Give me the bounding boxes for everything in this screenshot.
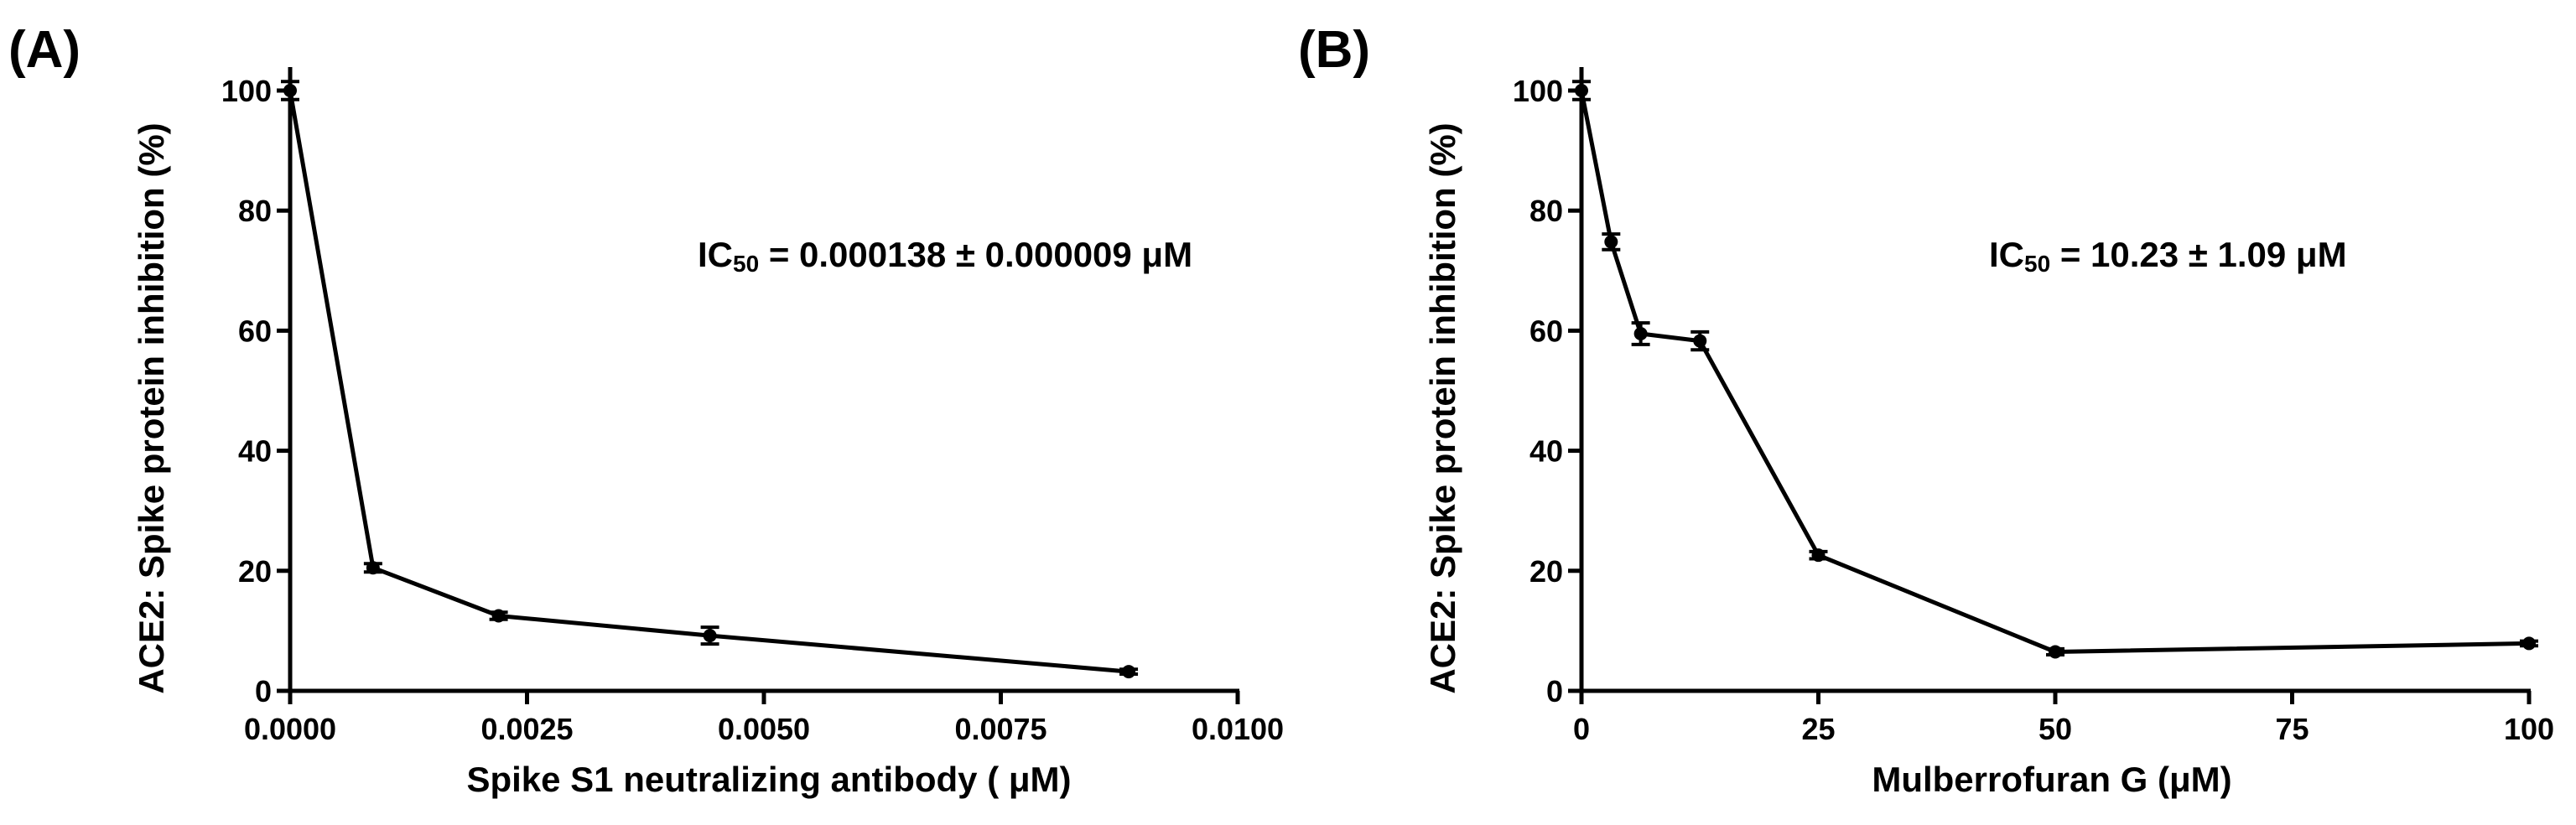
y-tick-label: 40 <box>1530 434 1563 469</box>
y-tick-label: 60 <box>238 314 272 348</box>
y-tick-label: 20 <box>238 554 272 589</box>
y-tick-label: 80 <box>1530 194 1563 228</box>
ic50-subscript: 50 <box>733 251 759 277</box>
panel-label: (A) <box>8 21 80 79</box>
panel-a: (A) ACE2: Spike protein inhibition (%) S… <box>8 21 1284 799</box>
x-tick-label: 0.0100 <box>1192 712 1284 746</box>
y-tick-label: 80 <box>238 194 272 228</box>
data-point <box>1811 548 1826 563</box>
y-tick-label: 0 <box>255 674 272 708</box>
data-point <box>2522 636 2536 651</box>
data-point <box>491 609 506 623</box>
y-axis-title: ACE2: Spike protein inhibition (%) <box>1423 122 1462 693</box>
y-tick-label: 0 <box>1546 674 1563 708</box>
y-axis-title: ACE2: Spike protein inhibition (%) <box>132 122 171 693</box>
panel-label: (B) <box>1298 21 1370 79</box>
data-point <box>1604 235 1618 249</box>
data-point <box>1575 84 1588 97</box>
x-tick-label: 100 <box>2504 712 2554 746</box>
data-point <box>283 84 297 97</box>
data-point <box>366 561 380 575</box>
ic50-annotation: IC50 = 0.000138 ± 0.000009 μM <box>698 235 1192 277</box>
data-point <box>2049 645 2062 659</box>
x-axis-title: Spike S1 neutralizing antibody ( μM) <box>466 760 1071 799</box>
data-point <box>1693 334 1707 348</box>
x-tick-label: 0.0050 <box>718 712 810 746</box>
ic50-annotation: IC50 = 10.23 ± 1.09 μM <box>1989 235 2347 277</box>
x-tick-label: 0 <box>1573 712 1590 746</box>
x-tick-label: 50 <box>2038 712 2072 746</box>
series-line <box>288 90 1130 674</box>
x-tick-label: 75 <box>2275 712 2309 746</box>
y-tick-label: 100 <box>221 74 272 108</box>
ic50-value: = 0.000138 ± 0.000009 μM <box>759 235 1192 274</box>
data-point <box>1633 326 1648 340</box>
x-tick-label: 0.0000 <box>244 712 336 746</box>
y-tick-label: 100 <box>1513 74 1563 108</box>
y-tick-label: 20 <box>1530 554 1563 589</box>
data-point <box>703 629 717 643</box>
ic50-prefix: IC <box>698 235 733 274</box>
ic50-prefix: IC <box>1989 235 2024 274</box>
ic50-subscript: 50 <box>2024 251 2050 277</box>
x-tick-label: 25 <box>1801 712 1835 746</box>
x-tick-label: 0.0025 <box>480 712 573 746</box>
series-line <box>1579 90 2530 654</box>
x-axis-title: Mulberrofuran G (μM) <box>1872 760 2231 799</box>
ic50-value: = 10.23 ± 1.09 μM <box>2050 235 2346 274</box>
y-tick-label: 60 <box>1530 314 1563 348</box>
y-tick-label: 40 <box>238 434 272 469</box>
data-point <box>1122 665 1136 679</box>
panel-b: (B) ACE2: Spike protein inhibition (%) M… <box>1298 21 2554 799</box>
x-tick-label: 0.0075 <box>954 712 1046 746</box>
